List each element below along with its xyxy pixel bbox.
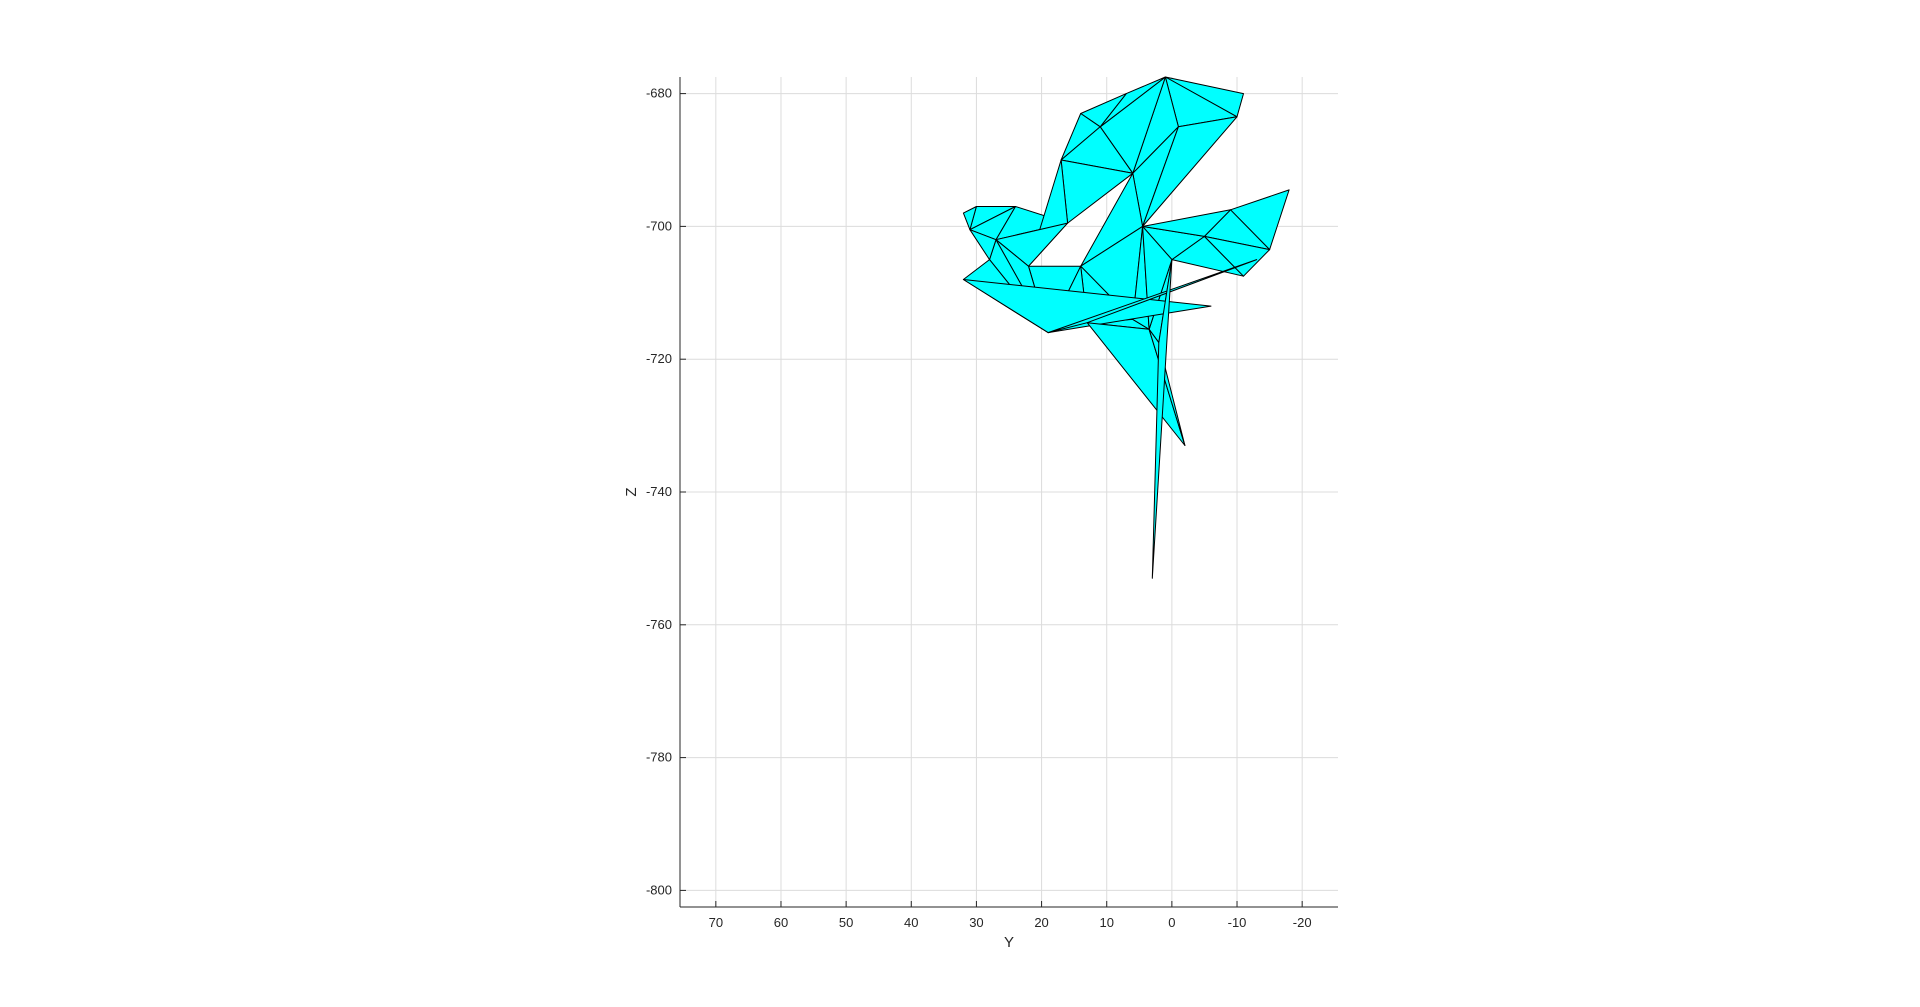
mesh-face — [1151, 259, 1173, 579]
mesh-face — [1203, 235, 1271, 277]
mesh-face — [962, 206, 977, 231]
x-axis-label: Y — [1004, 934, 1014, 951]
mesh-face — [1142, 116, 1238, 227]
x-tick-label: 60 — [774, 915, 788, 930]
mesh-face — [962, 279, 1212, 334]
x-tick-label: -20 — [1293, 915, 1312, 930]
y-tick-label: -680 — [646, 86, 672, 101]
y-tick-label: -740 — [646, 484, 672, 499]
y-tick-label: -800 — [646, 882, 672, 897]
x-tick-label: 30 — [969, 915, 983, 930]
mesh-face — [1142, 209, 1231, 237]
y-tick-label: -700 — [646, 218, 672, 233]
y-tick-label: -760 — [646, 617, 672, 632]
x-tick-label: 20 — [1034, 915, 1048, 930]
y-tick-label: -780 — [646, 750, 672, 765]
y-axis-label: Z — [623, 487, 640, 496]
x-tick-label: 0 — [1168, 915, 1175, 930]
x-tick-label: -10 — [1228, 915, 1247, 930]
x-tick-label: 40 — [904, 915, 918, 930]
x-axis-ticks: 70 60 50 40 30 20 10 0 -10 -20 — [709, 901, 1312, 930]
mesh-face — [1047, 259, 1258, 334]
y-tick-label: -720 — [646, 351, 672, 366]
x-tick-label: 70 — [709, 915, 723, 930]
x-tick-label: 50 — [839, 915, 853, 930]
mesh-surface — [962, 76, 1290, 579]
mesh-face — [969, 229, 997, 261]
y-axis-ticks: -680 -700 -720 -740 -760 -780 -800 — [646, 86, 686, 897]
x-tick-label: 10 — [1099, 915, 1113, 930]
